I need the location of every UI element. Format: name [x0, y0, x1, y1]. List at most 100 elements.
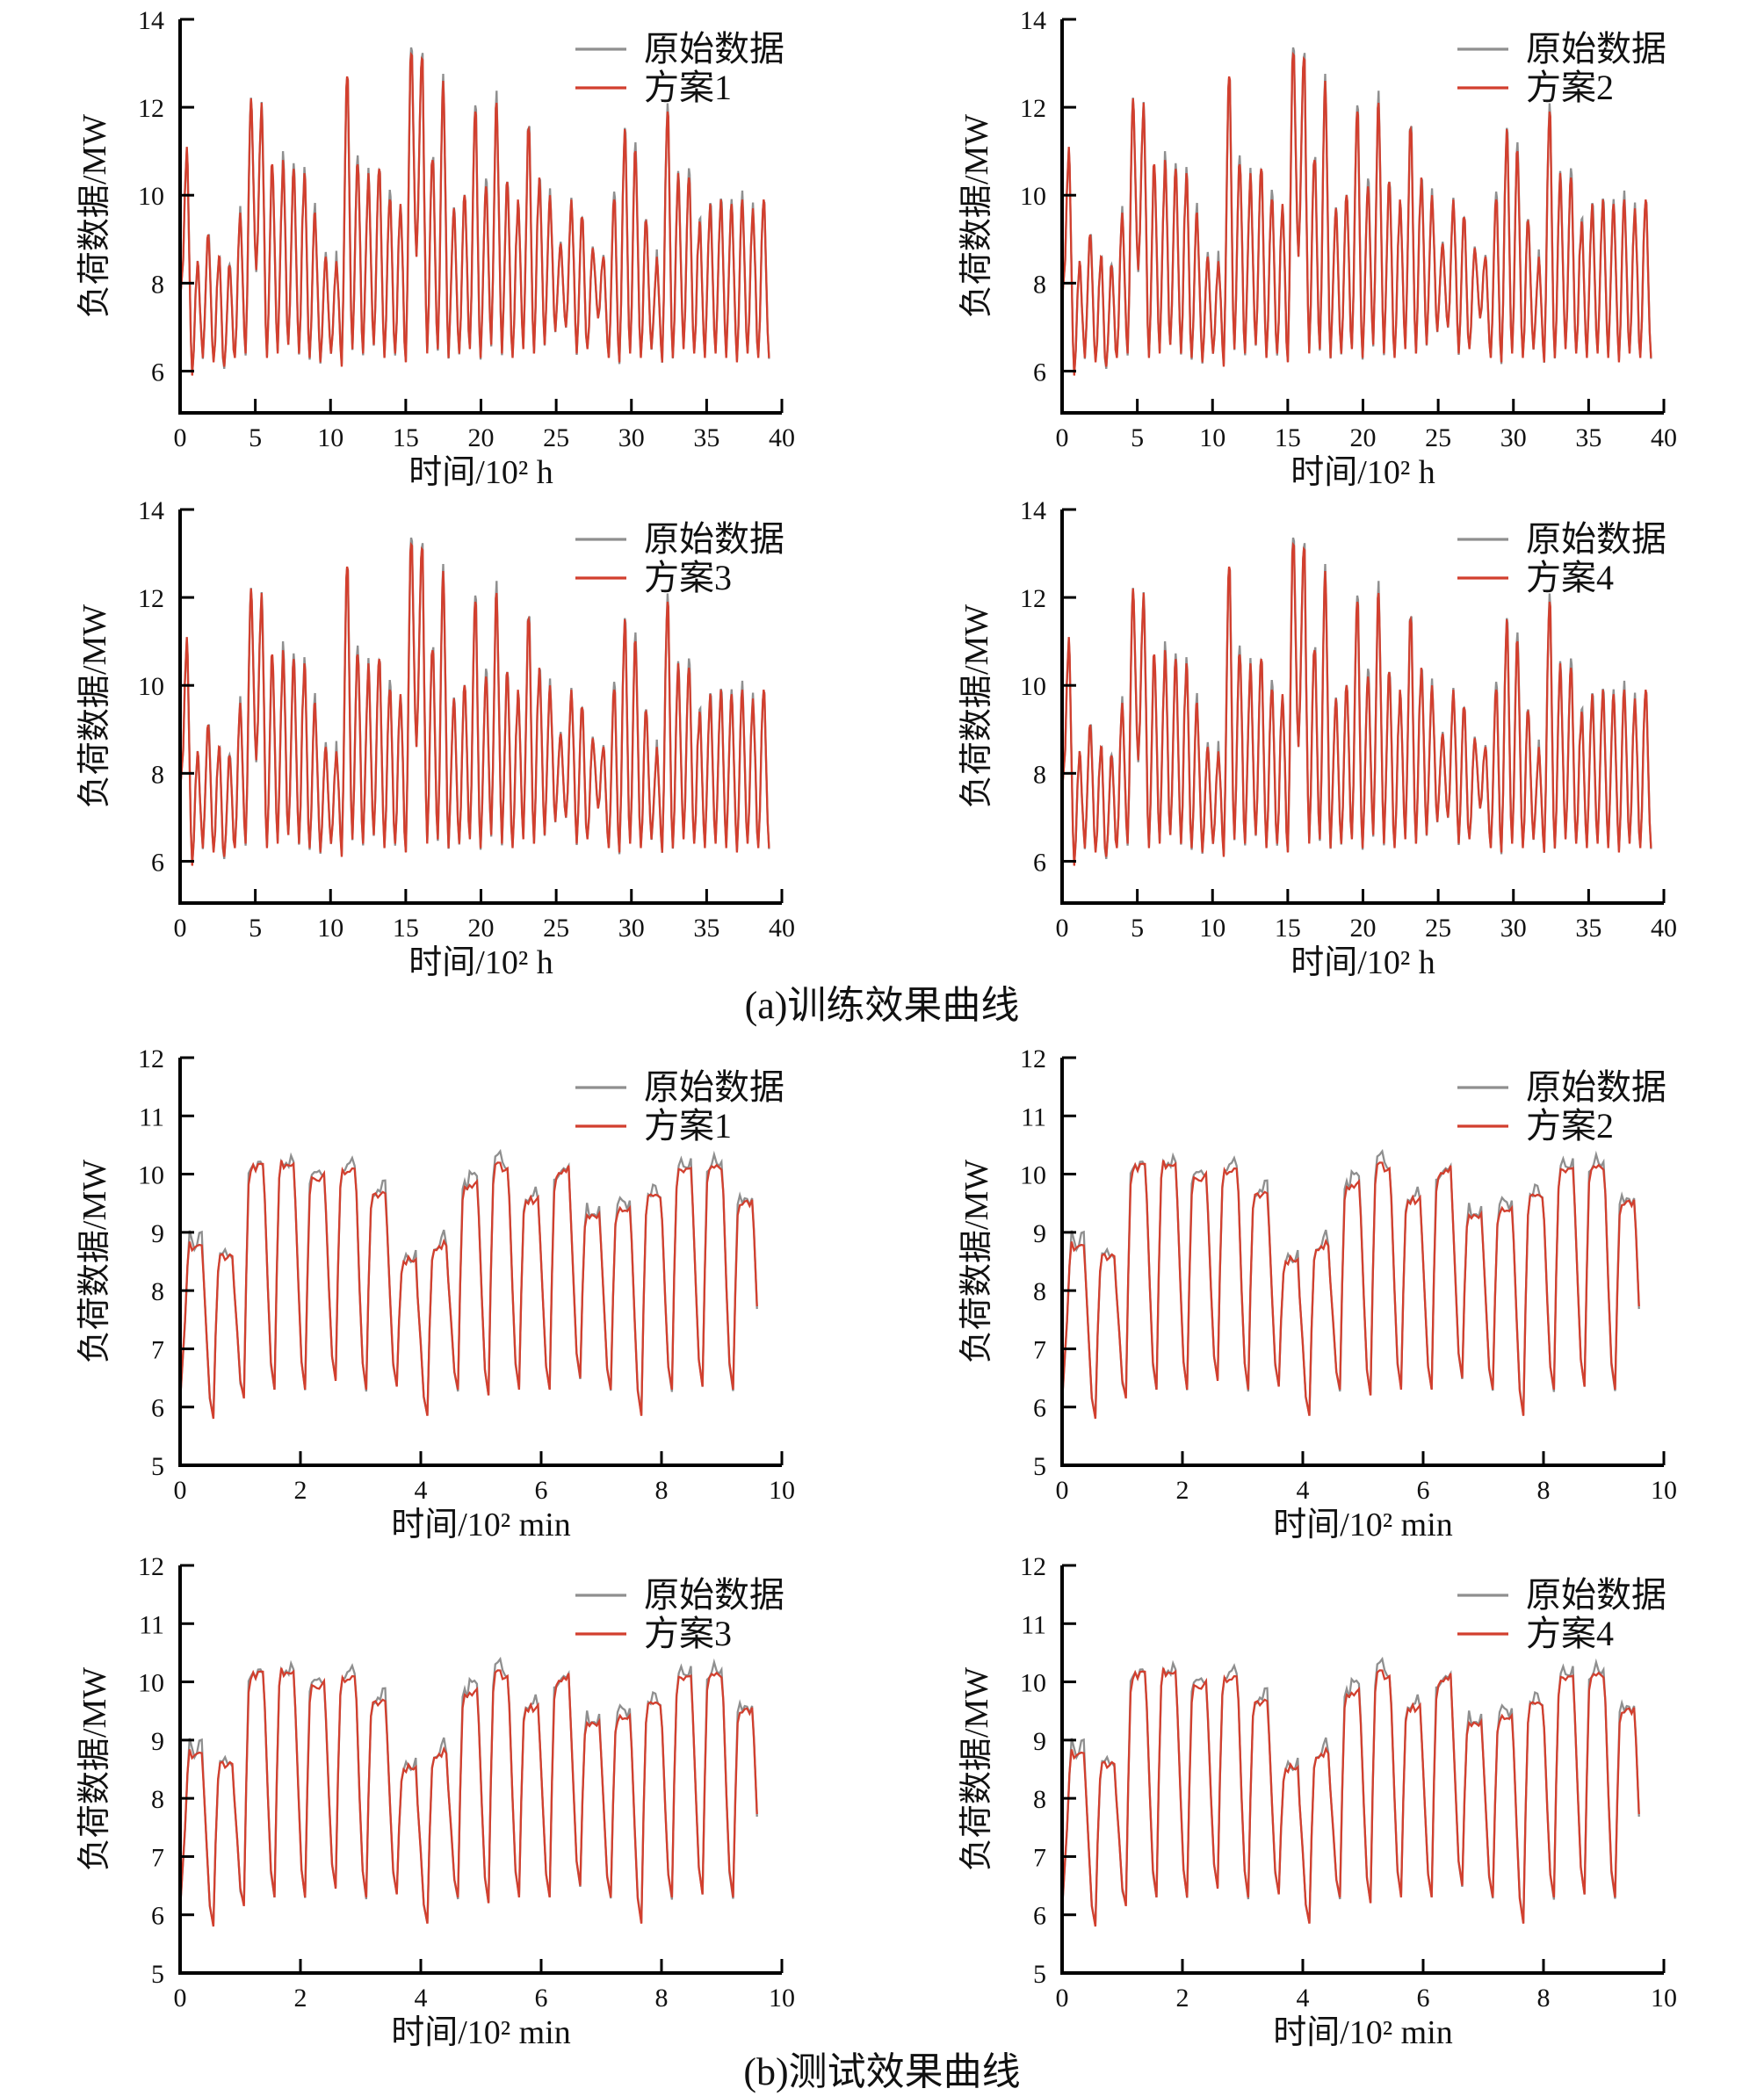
x-tick-label: 10: [1651, 1984, 1677, 2013]
x-tick-label: 4: [415, 1984, 428, 2013]
train-panel-grid: 6 8 10 12 14 0 5 10 15 20 25 30 35 40 时间/10² h 负荷数据/MW 原…: [0, 0, 1764, 980]
y-tick-label: 12: [138, 584, 164, 613]
legend-scheme-label: 方案1: [644, 68, 732, 107]
x-tick-label: 30: [1500, 914, 1527, 943]
legend-scheme-label: 方案2: [1526, 68, 1614, 107]
y-axis-label: 负荷数据/MW: [958, 114, 995, 318]
x-tick-label: 30: [618, 423, 645, 452]
y-axis-label: 负荷数据/MW: [958, 604, 995, 808]
y-axis-label: 负荷数据/MW: [76, 1160, 113, 1363]
y-tick-label: 12: [1020, 1044, 1046, 1073]
chart-panel-方案4: 5 6 7 8 9 10 11 12 0 2 4 6 8 10 时间/10² min 负荷数据/MW 原始数据方…: [958, 1552, 1677, 2051]
legend-scheme-label: 方案4: [1526, 558, 1614, 597]
x-tick-label: 10: [769, 1476, 795, 1505]
y-tick-label: 11: [1021, 1102, 1046, 1131]
x-tick-label: 10: [769, 1984, 795, 2013]
x-tick-label: 25: [543, 914, 569, 943]
x-axis-label: 时间/10² h: [1290, 944, 1435, 980]
y-tick-label: 8: [1033, 1277, 1046, 1306]
scheme-series-line: [1060, 1160, 1640, 1420]
x-tick-label: 0: [1056, 423, 1069, 452]
y-tick-label: 8: [151, 760, 164, 789]
x-axis-label: 时间/10² min: [1273, 1507, 1453, 1543]
x-tick-label: 8: [1537, 1984, 1551, 2013]
x-tick-label: 15: [1275, 914, 1301, 943]
legend-original-label: 原始数据: [644, 1067, 784, 1107]
x-tick-label: 6: [535, 1476, 548, 1505]
x-tick-label: 40: [769, 914, 795, 943]
y-tick-label: 9: [1033, 1219, 1046, 1248]
y-tick-label: 9: [1033, 1727, 1046, 1756]
y-tick-label: 5: [151, 1960, 164, 1989]
x-tick-label: 4: [415, 1476, 428, 1505]
y-tick-label: 14: [1020, 496, 1046, 525]
y-tick-label: 6: [1033, 848, 1046, 877]
y-tick-label: 8: [151, 1785, 164, 1814]
legend-scheme-label: 方案4: [1526, 1614, 1614, 1653]
y-tick-label: 12: [138, 1552, 164, 1581]
x-tick-label: 30: [618, 914, 645, 943]
x-tick-label: 15: [393, 423, 419, 452]
legend-original-label: 原始数据: [1526, 29, 1666, 69]
y-axis-label: 负荷数据/MW: [958, 1667, 995, 1871]
y-tick-label: 6: [151, 358, 164, 387]
x-tick-label: 40: [1651, 914, 1677, 943]
y-tick-label: 10: [1020, 1161, 1046, 1190]
y-tick-label: 11: [139, 1102, 164, 1131]
y-tick-label: 12: [1020, 1552, 1046, 1581]
y-tick-label: 12: [138, 94, 164, 123]
x-tick-label: 4: [1297, 1476, 1310, 1505]
x-tick-label: 20: [468, 914, 495, 943]
x-tick-label: 10: [317, 423, 343, 452]
scheme-series-line: [178, 1160, 758, 1420]
y-tick-label: 7: [1033, 1335, 1046, 1364]
x-tick-label: 5: [1131, 423, 1144, 452]
x-axis-label: 时间/10² h: [408, 454, 553, 490]
train-caption: (a)训练效果曲线: [744, 984, 1020, 1027]
x-tick-label: 35: [693, 423, 719, 452]
y-tick-label: 6: [151, 848, 164, 877]
legend-scheme-label: 方案3: [644, 558, 732, 597]
y-axis-label: 负荷数据/MW: [76, 114, 113, 318]
legend-original-label: 原始数据: [1526, 519, 1666, 559]
y-tick-label: 12: [1020, 584, 1046, 613]
legend-original-label: 原始数据: [644, 519, 784, 559]
y-axis-label: 负荷数据/MW: [76, 1667, 113, 1871]
y-tick-label: 10: [138, 1669, 164, 1698]
x-tick-label: 25: [1425, 914, 1451, 943]
chart-panel-方案2: 6 8 10 12 14 0 5 10 15 20 25 30 35 40 时间/10² h 负荷数据/MW 原…: [958, 6, 1677, 490]
x-tick-label: 0: [1056, 1476, 1069, 1505]
x-tick-label: 6: [1417, 1476, 1430, 1505]
x-tick-label: 2: [294, 1984, 307, 2013]
x-tick-label: 6: [1417, 1984, 1430, 2013]
y-tick-label: 6: [1033, 1902, 1046, 1931]
y-tick-label: 5: [1033, 1960, 1046, 1989]
y-tick-label: 12: [138, 1044, 164, 1073]
test-panel-grid: 5 6 7 8 9 10 11 12 0 2 4 6 8 10 时间/10² min 负荷数据/MW 原始数据方…: [0, 1037, 1764, 2052]
legend-original-label: 原始数据: [1526, 1575, 1666, 1615]
y-tick-label: 5: [1033, 1452, 1046, 1481]
y-tick-label: 11: [1021, 1610, 1046, 1639]
x-tick-label: 30: [1500, 423, 1527, 452]
x-axis-label: 时间/10² min: [391, 2014, 571, 2051]
x-tick-label: 40: [769, 423, 795, 452]
x-tick-label: 8: [1537, 1476, 1551, 1505]
legend-scheme-label: 方案1: [644, 1106, 732, 1146]
x-tick-label: 15: [393, 914, 419, 943]
x-tick-label: 8: [655, 1476, 669, 1505]
x-tick-label: 5: [249, 914, 262, 943]
y-tick-label: 10: [1020, 672, 1046, 701]
x-tick-label: 35: [1575, 423, 1601, 452]
y-tick-label: 6: [151, 1902, 164, 1931]
y-tick-label: 8: [1033, 1785, 1046, 1814]
y-tick-label: 6: [1033, 1394, 1046, 1423]
x-axis-label: 时间/10² h: [408, 944, 553, 980]
x-tick-label: 2: [294, 1476, 307, 1505]
x-tick-label: 20: [1350, 423, 1377, 452]
x-tick-label: 15: [1275, 423, 1301, 452]
scheme-series-line: [178, 541, 770, 866]
legend-original-label: 原始数据: [1526, 1067, 1666, 1107]
x-tick-label: 10: [1651, 1476, 1677, 1505]
x-tick-label: 10: [1199, 423, 1225, 452]
